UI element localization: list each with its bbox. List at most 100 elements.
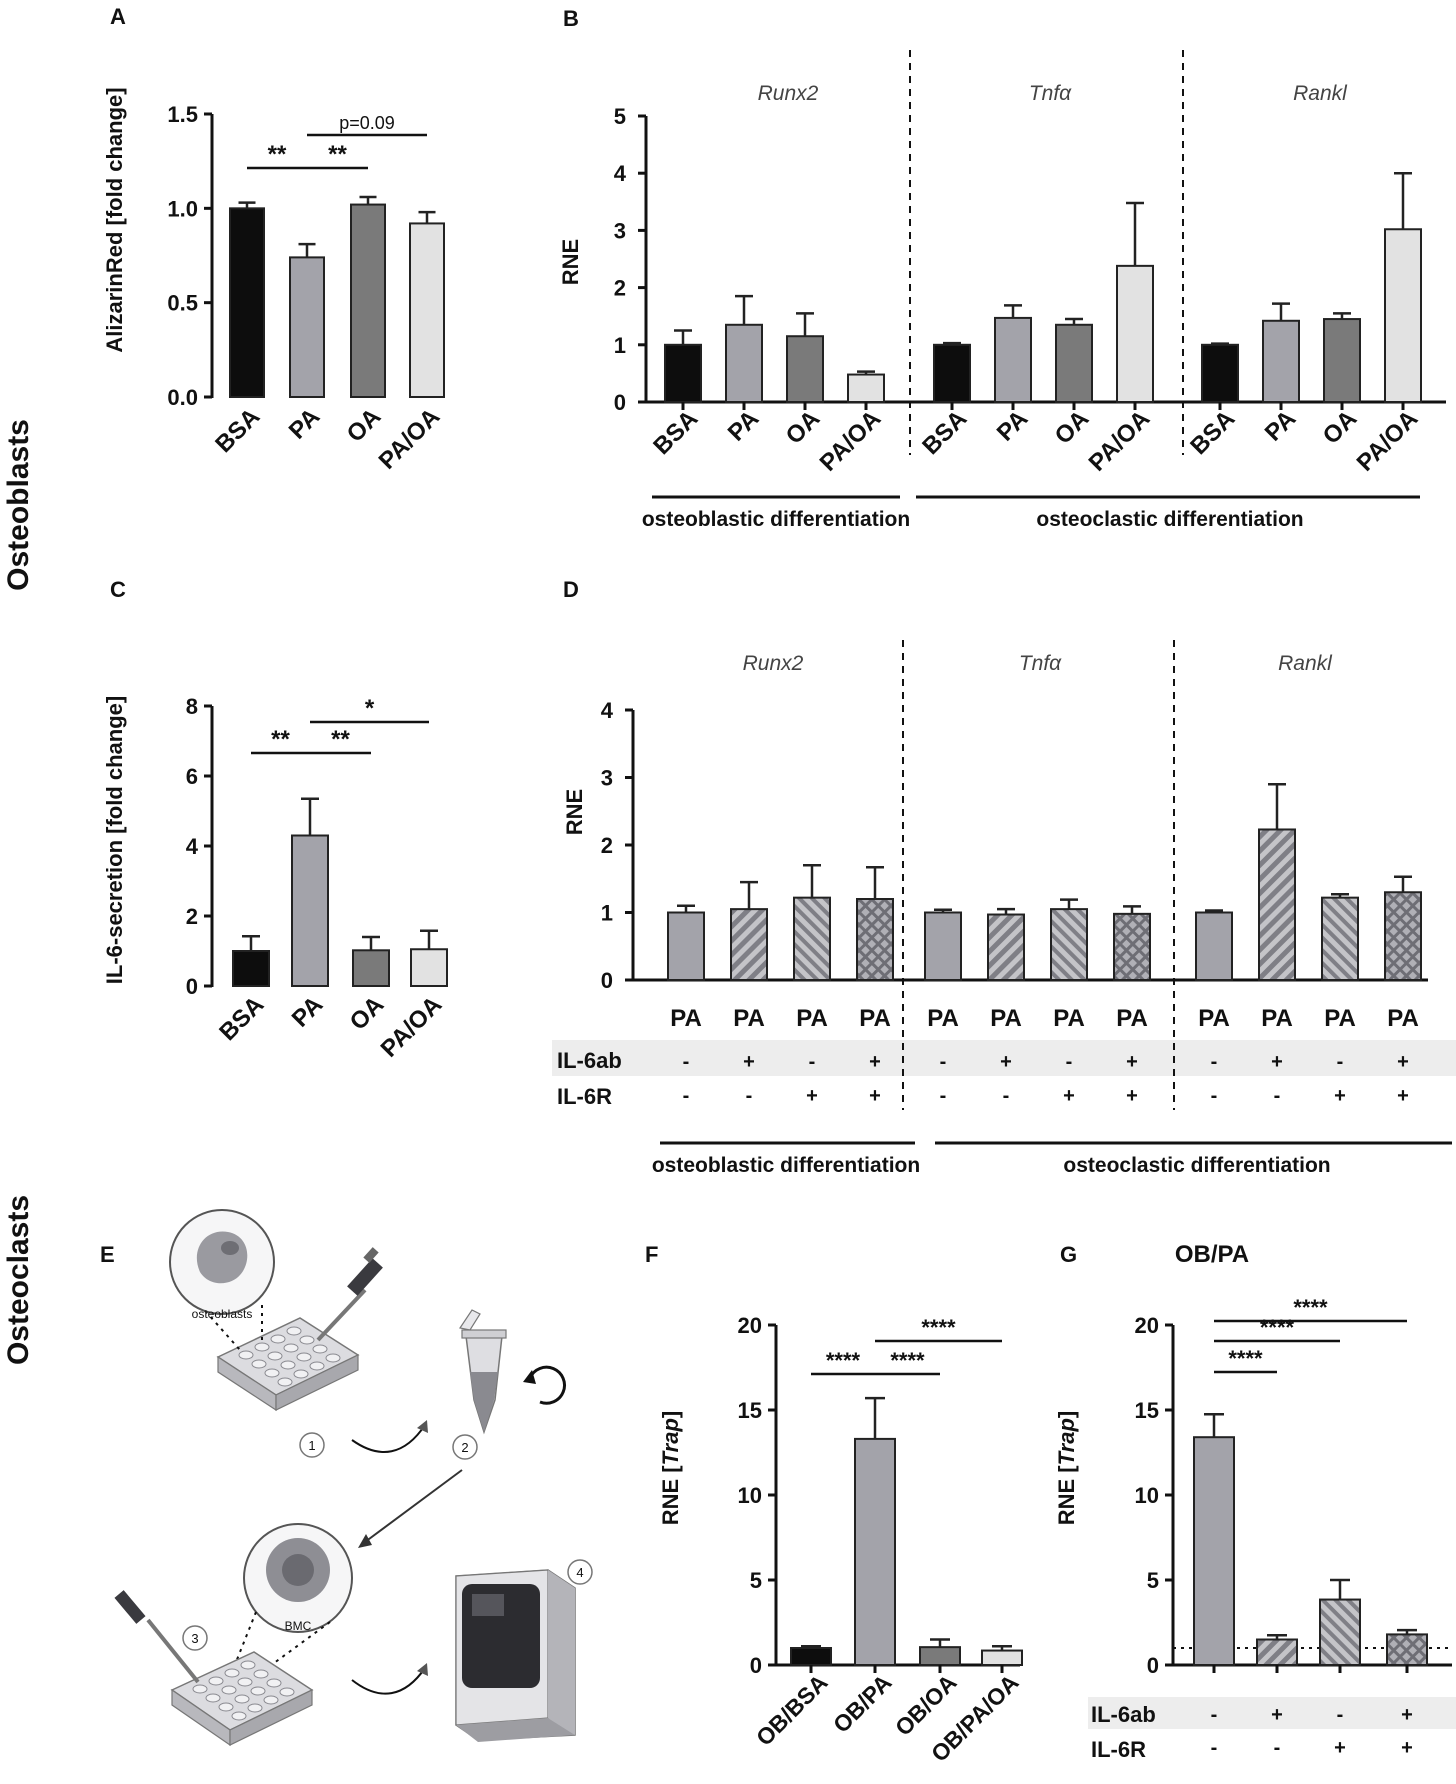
chart-d-y-tick-label: 2 <box>601 833 613 858</box>
chart-c: C IL-6-secretion [fold change] 0 2 4 6 8 BSA PA O… <box>102 577 448 1063</box>
chart-d-row-label-il6r: IL-6R <box>557 1084 612 1109</box>
chart-g-row-label-il6r: IL-6R <box>1091 1737 1146 1762</box>
chart-g-significance-label: **** <box>1260 1315 1295 1340</box>
chart-g-bar-2-bar <box>1319 1598 1361 1667</box>
chart-b-x-tick-label: BSA <box>1185 405 1240 460</box>
chart-d-rankl-bar-2-error-bar <box>1331 893 1349 898</box>
chart-d-x-tick-label: PA <box>859 1005 891 1032</box>
chart-b-tnfα-pa-error-bar <box>1004 304 1022 318</box>
qpcr-instrument-icon <box>455 1569 576 1742</box>
chart-b-runx2-pa-oa-error-bar <box>857 370 875 375</box>
chart-d-il6r-sign: - <box>683 1085 690 1107</box>
panel-label-a: A <box>110 4 126 29</box>
chart-d-row-label-il6ab: IL-6ab <box>557 1048 622 1073</box>
chart-a-bsa-error-bar <box>238 201 256 209</box>
chart-b-tnfα-oa-bar <box>1055 323 1093 403</box>
step-3-badge <box>182 1625 208 1651</box>
chart-d-il6ab-sign: + <box>743 1051 755 1073</box>
chart-d-gene-label-2: Rankl <box>1278 652 1333 675</box>
pipette-1-icon <box>316 1247 383 1342</box>
chart-g-bar-3-bar <box>1386 1633 1428 1667</box>
chart-g-bar-0-bar <box>1193 1436 1235 1666</box>
chart-b-runx2-oa-bar <box>786 335 824 403</box>
chart-g-il6ab-sign: + <box>1271 1704 1283 1726</box>
chart-g-row-shade <box>1088 1697 1456 1729</box>
panel-label-c: C <box>110 577 126 602</box>
chart-b-bracket-label-osteoclastic: osteoclastic differentiation <box>1036 508 1303 531</box>
chart-a-y-label: AlizarinRed [fold change] <box>102 87 127 352</box>
chart-f-significance-label: **** <box>890 1348 925 1373</box>
chart-f-oa-error-bar <box>930 1638 950 1648</box>
chart-b-rankl-pa-bar <box>1262 319 1300 403</box>
chart-b-x-tick-label: OA <box>1318 405 1363 450</box>
chart-a-y-tick-label: 0.0 <box>167 385 198 410</box>
chart-d-y-tick-label: 0 <box>601 968 613 993</box>
step-2-label: 2 <box>461 1440 468 1455</box>
chart-d-x-tick-label: PA <box>796 1005 828 1032</box>
chart-g-y-label: RNE [Trap] <box>1054 1411 1079 1526</box>
chart-c-significance-label: ** <box>271 726 290 753</box>
chart-c-pa-oa-error-bar <box>420 929 438 950</box>
chart-a-significance-label: p=0.09 <box>339 113 395 133</box>
panel-label-d: D <box>563 577 579 602</box>
chart-d-tnfα-bar-3-bar <box>1113 912 1151 981</box>
chart-d-il6r-sign: + <box>1126 1085 1138 1107</box>
chart-c-pa-oa-bar <box>410 948 448 987</box>
chart-d-il6ab-sign: + <box>1271 1051 1283 1073</box>
chart-b-rankl-pa-error-bar <box>1272 302 1290 321</box>
chart-g-il6ab-sign: - <box>1211 1704 1218 1726</box>
well-plate-1-icon <box>216 1317 360 1412</box>
chart-d-runx2-bar-2-error-bar <box>803 864 821 898</box>
chart-d-gene-label-1: Tnfα <box>1019 652 1062 675</box>
panel-label-f: F <box>645 1242 658 1267</box>
arrow-step-3-4-icon <box>351 1667 426 1695</box>
chart-c-bsa-error-bar <box>242 935 260 951</box>
chart-a-x-tick-label: BSA <box>210 403 265 458</box>
chart-d-il6ab-sign: - <box>1066 1051 1073 1073</box>
chart-a-y-tick-label: 1.5 <box>167 102 198 127</box>
chart-d-il6ab-sign: + <box>869 1051 881 1073</box>
chart-a-bsa-bar <box>229 207 265 398</box>
chart-d-runx2-bar-1-error-bar <box>740 880 758 910</box>
chart-f-pa-oa-bar <box>981 1649 1023 1667</box>
chart-c-x-tick-label: BSA <box>214 991 269 1046</box>
chart-b-rankl-pa-oa-bar <box>1384 228 1422 403</box>
chart-d-bracket-label-osteoclastic: osteoclastic differentiation <box>1063 1154 1330 1177</box>
chart-d-il6r-sign: + <box>806 1085 818 1107</box>
step-1-badge <box>299 1432 325 1458</box>
chart-d-rankl-bar-3-bar <box>1384 891 1422 981</box>
panel-label-e: E <box>100 1242 115 1267</box>
chart-d-il6r-sign: - <box>940 1085 947 1107</box>
chart-d-tnfα-bar-1-bar <box>987 913 1025 982</box>
chart-d-x-tick-label: PA <box>1387 1005 1419 1032</box>
chart-b-y-tick-label: 1 <box>614 333 626 358</box>
step-3-label: 3 <box>191 1631 198 1646</box>
chart-d-x-tick-label: PA <box>1324 1005 1356 1032</box>
chart-c-y-tick-label: 2 <box>186 904 198 929</box>
chart-g-bar-2-error-bar <box>1330 1578 1350 1600</box>
chart-c-oa-bar <box>352 949 390 987</box>
chart-b-x-tick-label: OA <box>781 405 826 450</box>
chart-c-pa-error-bar <box>301 797 319 836</box>
chart-d-runx2-bar-0-error-bar <box>677 904 695 913</box>
chart-g-y-tick-label: 20 <box>1135 1313 1159 1338</box>
chart-d-il6r-sign: + <box>1397 1085 1409 1107</box>
chart-d-tnfα-bar-2-bar <box>1050 908 1088 981</box>
chart-c-x-tick-label: PA <box>287 991 328 1032</box>
chart-d-x-tick-label: PA <box>927 1005 959 1032</box>
chart-d-runx2-bar-1-bar <box>730 908 768 981</box>
chart-b-rankl-pa-oa-error-bar <box>1394 171 1412 230</box>
chart-a-pa-error-bar <box>298 242 316 258</box>
chart-d-il6ab-sign: - <box>1211 1051 1218 1073</box>
chart-c-y-tick-label: 6 <box>186 764 198 789</box>
chart-f-y-tick-label: 0 <box>750 1653 762 1678</box>
chart-b-x-tick-label: PA/OA <box>1084 405 1156 477</box>
chart-a-pa-oa-error-bar <box>418 210 436 224</box>
chart-a-significance-label: ** <box>268 141 287 168</box>
chart-g-y-tick-label: 15 <box>1135 1398 1159 1423</box>
bmc-label: BMC <box>285 1619 312 1633</box>
chart-c-x-tick-label: OA <box>345 991 390 1036</box>
chart-f-significance-label: **** <box>826 1348 861 1373</box>
chart-g-il6r-sign: - <box>1211 1737 1218 1759</box>
